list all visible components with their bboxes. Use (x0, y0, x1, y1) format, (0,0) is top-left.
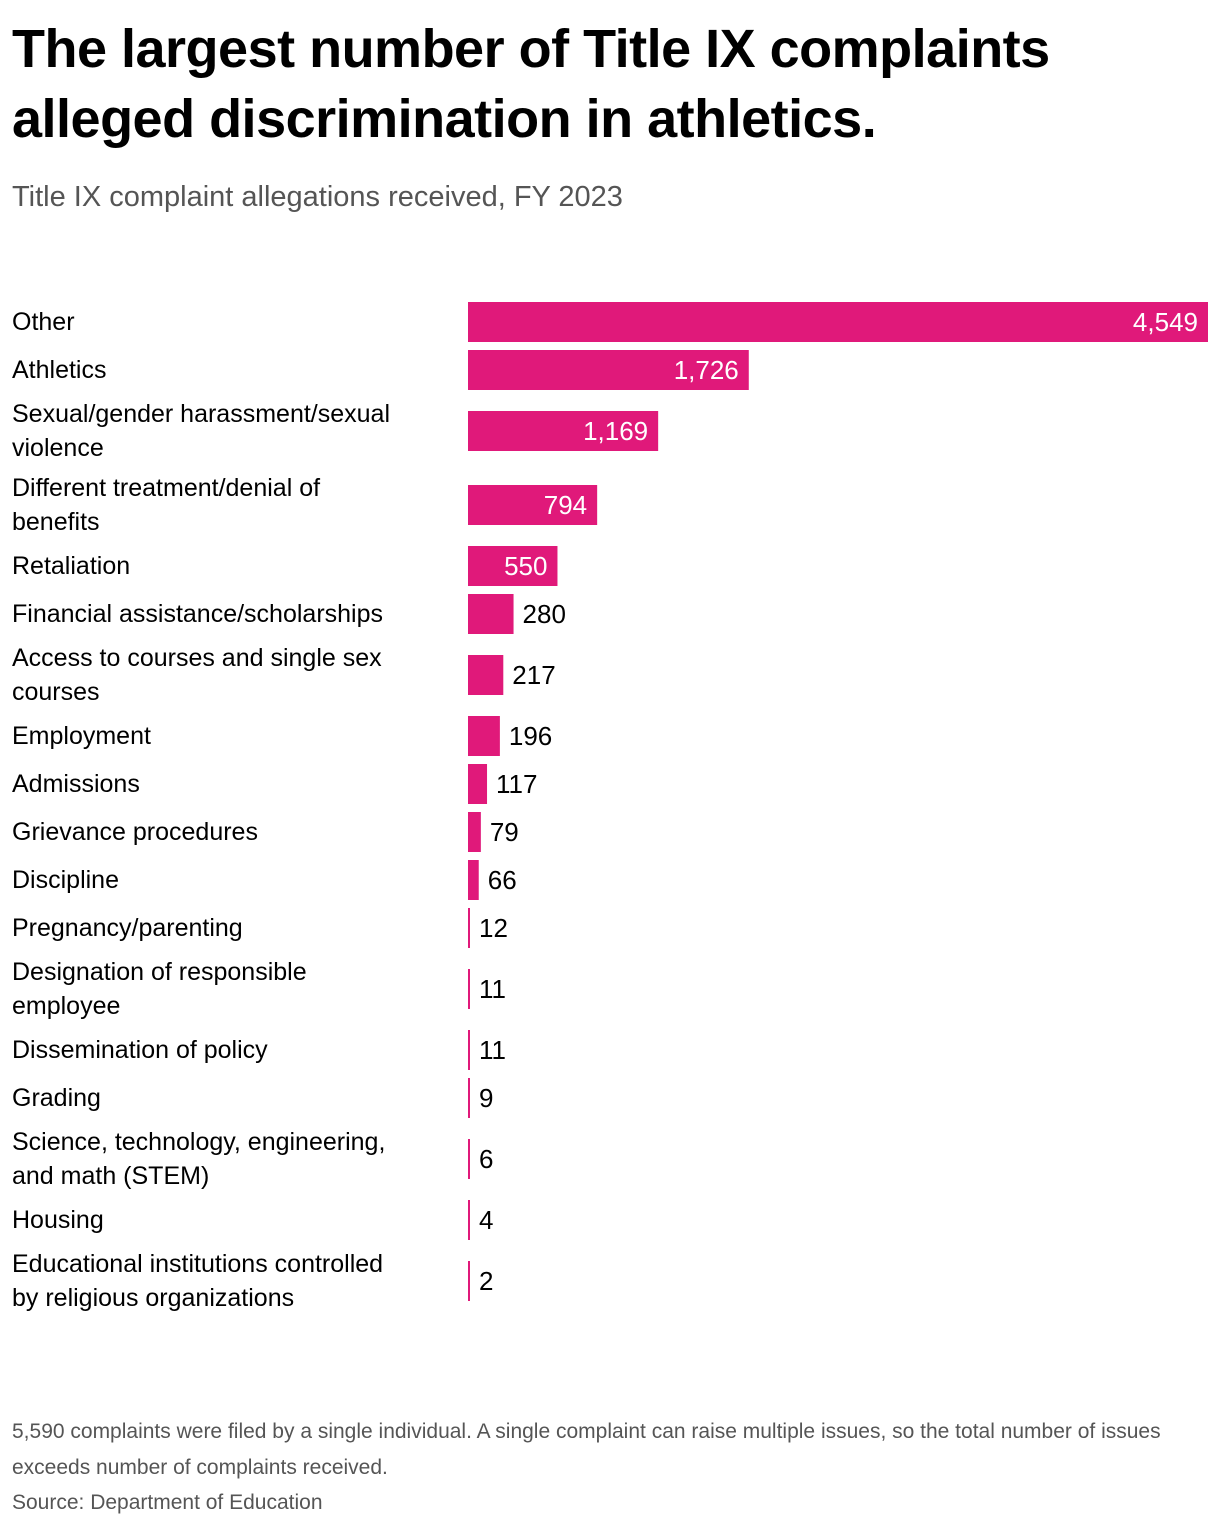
bar (468, 1078, 470, 1118)
bar (468, 655, 504, 695)
bar (468, 411, 659, 451)
bar (468, 860, 479, 900)
category-label: Admissions (12, 770, 140, 798)
category-label: Science, technology, engineering, and mat… (12, 1128, 385, 1190)
bar (468, 1030, 470, 1070)
category-label: Discipline (12, 866, 119, 894)
value-label: 66 (488, 865, 517, 895)
category-label: Dissemination of policy (12, 1036, 268, 1064)
bar (468, 302, 1208, 342)
value-label: 117 (496, 769, 537, 799)
bar (468, 546, 558, 586)
bar (468, 812, 481, 852)
bar (468, 969, 470, 1009)
value-label: 11 (479, 974, 506, 1004)
value-label: 6 (479, 1144, 493, 1174)
category-label: Employment (12, 722, 151, 750)
category-label: Financial assistance/scholarships (12, 600, 383, 628)
bar (468, 485, 598, 525)
bar (468, 1139, 470, 1179)
value-label: 550 (504, 551, 547, 581)
bar-chart: Other 4,549 Athletics 1,726 Sexual/gender ha… (12, 302, 1208, 1312)
bar (468, 764, 488, 804)
value-label: 4,549 (1133, 307, 1198, 337)
category-label: Different treatment/denial of benefits (12, 474, 320, 536)
value-label: 217 (512, 660, 555, 690)
chart-source: Source: Department of Education (12, 1491, 323, 1514)
bar (468, 716, 500, 756)
bar (468, 594, 514, 634)
category-label: Sexual/gender harassment/sexual violence (12, 400, 390, 462)
value-label: 12 (479, 913, 508, 943)
chart-footnote: 5,590 complaints were filed by a single … (12, 1420, 1161, 1479)
value-label: 2 (479, 1266, 493, 1296)
category-label: Pregnancy/parenting (12, 914, 243, 942)
chart-subtitle: Title IX complaint allegations received,… (12, 181, 623, 213)
category-label: Designation of responsible employee (12, 958, 307, 1020)
chart-title: The largest number of Title IX complaint… (12, 19, 1050, 149)
category-label: Grading (12, 1084, 101, 1112)
value-label: 280 (523, 599, 566, 629)
category-label: Housing (12, 1206, 104, 1234)
value-label: 1,169 (583, 416, 648, 446)
bar (468, 1261, 470, 1301)
value-label: 4 (479, 1205, 493, 1235)
value-label: 196 (509, 721, 552, 751)
category-label: Grievance procedures (12, 818, 258, 846)
category-label: Athletics (12, 356, 106, 384)
value-label: 9 (479, 1083, 493, 1113)
category-label: Educational institutions controlled by re… (12, 1250, 383, 1312)
value-label: 1,726 (674, 355, 739, 385)
value-label: 11 (479, 1035, 506, 1065)
category-label: Retaliation (12, 552, 130, 580)
category-label: Other (12, 308, 75, 336)
value-label: 79 (490, 817, 519, 847)
bar (468, 350, 749, 390)
category-label: Access to courses and single sex courses (12, 644, 382, 706)
bar (468, 908, 470, 948)
value-label: 794 (544, 490, 587, 520)
bar (468, 1200, 470, 1240)
